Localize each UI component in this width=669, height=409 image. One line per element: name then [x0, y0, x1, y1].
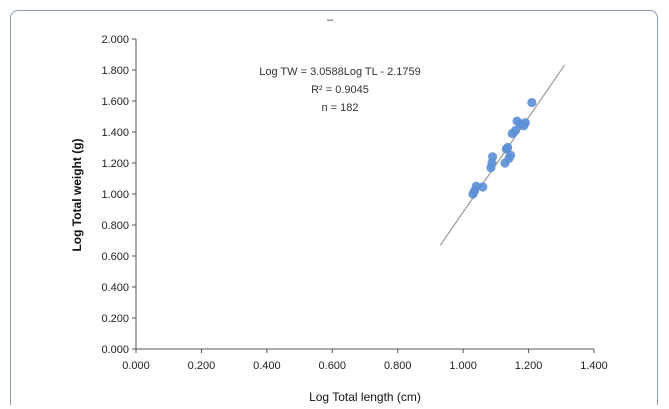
- y-tick-label: 1.000: [101, 189, 129, 201]
- chart-title: –: [327, 14, 334, 26]
- y-tick-label: 0.800: [101, 220, 129, 232]
- chart-frame: [10, 10, 658, 405]
- data-points: [468, 97, 537, 199]
- y-tick-label: 2.000: [101, 34, 129, 46]
- data-point: [478, 182, 488, 192]
- data-point: [520, 118, 530, 128]
- y-tick-label: 1.600: [101, 96, 129, 108]
- y-tick-label: 0.600: [101, 251, 129, 263]
- x-tick-label: 1.400: [580, 360, 608, 372]
- x-tick-label: 0.200: [188, 360, 216, 372]
- data-point: [527, 97, 537, 108]
- y-tick-label: 0.000: [101, 344, 129, 356]
- y-tick-label: 1.800: [101, 65, 129, 77]
- data-point: [505, 150, 516, 160]
- data-point: [503, 142, 513, 153]
- y-tick-label: 0.400: [101, 282, 129, 294]
- axes: [132, 38, 595, 353]
- x-axis-title: Log Total length (cm): [309, 390, 421, 404]
- x-tick-label: 0.000: [122, 360, 150, 372]
- y-tick-label: 0.200: [101, 313, 129, 325]
- y-axis-title: Log Total weight (g): [70, 138, 84, 251]
- x-tick-label: 1.000: [449, 360, 477, 372]
- equation-label: Log TW = 3.0588Log TL - 2.1759: [259, 66, 421, 78]
- x-tick-label: 0.600: [319, 360, 347, 372]
- x-tick-label: 1.200: [515, 360, 543, 372]
- trendline: [439, 64, 566, 246]
- sample-size-label: n = 182: [321, 102, 358, 114]
- x-tick-label: 0.800: [384, 360, 412, 372]
- y-tick-label: 1.400: [101, 127, 129, 139]
- y-tick-label: 1.200: [101, 158, 129, 170]
- tick-labels: 0.000 0.200 0.400 0.600 0.800 1.000 1.200 1.400…: [101, 34, 607, 372]
- data-point: [487, 152, 498, 162]
- r-squared-label: R² = 0.9045: [311, 84, 369, 96]
- data-point: [510, 125, 521, 136]
- x-tick-label: 0.400: [253, 360, 281, 372]
